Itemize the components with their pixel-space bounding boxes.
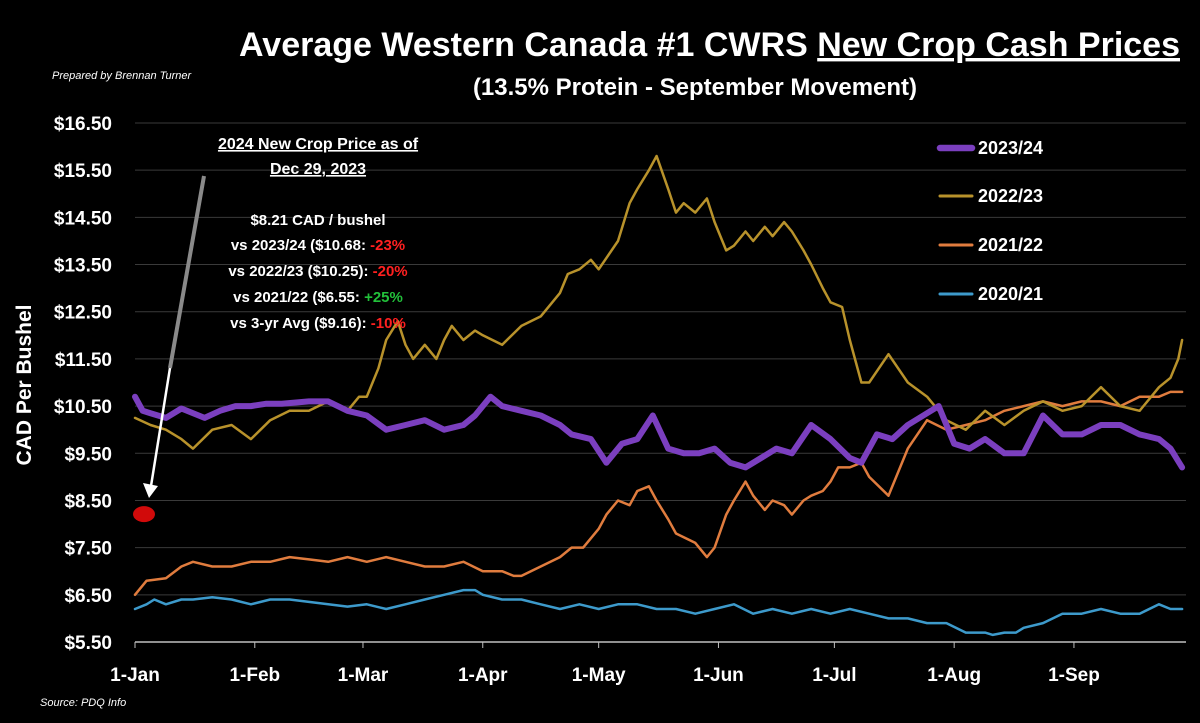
y-tick-label: $10.50	[54, 397, 112, 418]
series-line-2020-21	[133, 588, 1184, 637]
y-tick-label: $7.50	[64, 539, 112, 560]
x-tick-label: 1-Feb	[229, 665, 280, 686]
x-tick-label: 1-Jul	[812, 665, 856, 686]
annotation-comparison-line: vs 2022/23 ($10.25): -20%	[228, 263, 407, 280]
chart-title: Average Western Canada #1 CWRS New Crop …	[239, 26, 1180, 64]
annotation-comparison-line: vs 3-yr Avg ($9.16): -10%	[230, 315, 406, 332]
x-tick-label: 1-May	[572, 665, 626, 686]
legend-label: 2023/24	[978, 138, 1043, 158]
y-tick-label: $12.50	[54, 303, 112, 324]
series-lines	[132, 154, 1186, 637]
y-axis-ticks: $5.50 $6.50 $7.50 $8.50 $9.50 $10.50 $11.50 $12…	[54, 114, 112, 654]
annotation-arrow-shaft-lower	[149, 367, 172, 487]
series-line-2021-22	[133, 390, 1184, 597]
y-tick-label: $6.50	[64, 586, 112, 607]
annotation-comparison-line: vs 2021/22 ($6.55: +25%	[233, 289, 403, 306]
gridlines	[135, 122, 1186, 596]
annotation-comparison-line: vs 2023/24 ($10.68: -23%	[231, 237, 405, 254]
x-tick-label: 1-Jun	[693, 665, 744, 686]
annotation-arrow-shaft-upper	[168, 175, 206, 369]
annotation-price: $8.21 CAD / bushel	[250, 212, 385, 229]
x-tick-label: 1-Sep	[1048, 665, 1100, 686]
y-tick-label: $16.50	[54, 114, 112, 135]
series-line-2023-24	[132, 393, 1186, 471]
y-tick-label: $8.50	[64, 491, 112, 512]
prepared-by: Prepared by Brennan Turner	[52, 70, 193, 82]
y-tick-label: $13.50	[54, 256, 112, 277]
legend-label: 2021/22	[978, 235, 1043, 255]
x-tick-label: 1-Apr	[458, 665, 508, 686]
y-tick-label: $9.50	[64, 444, 112, 465]
chart-subtitle: (13.5% Protein - September Movement)	[473, 74, 917, 101]
x-tick-label: 1-Jan	[110, 665, 160, 686]
new-crop-price-marker	[133, 506, 155, 523]
annotation-heading-2: Dec 29, 2023	[270, 161, 366, 178]
legend: 2023/24 2022/23 2021/22 2020/21	[936, 138, 1043, 304]
x-axis-ticks: 1-Jan 1-Feb 1-Mar 1-Apr 1-May 1-Jun 1-Jul 1-Aug…	[110, 642, 1100, 686]
legend-label: 2022/23	[978, 186, 1043, 206]
y-tick-label: $5.50	[64, 633, 112, 654]
legend-label: 2020/21	[978, 284, 1043, 304]
x-tick-label: 1-Mar	[338, 665, 389, 686]
series-line-2022-23	[133, 154, 1184, 450]
source-note: Source: PDQ Info	[40, 697, 126, 709]
annotation-arrow-head	[143, 483, 158, 498]
annotation-comparisons: vs 2023/24 ($10.68: -23% vs 2022/23 ($10.…	[228, 237, 407, 332]
y-tick-label: $14.50	[54, 208, 112, 229]
y-axis-label: CAD Per Bushel	[13, 304, 36, 465]
x-tick-label: 1-Aug	[927, 665, 981, 686]
y-tick-label: $11.50	[55, 350, 112, 371]
annotation-heading-1: 2024 New Crop Price as of	[218, 136, 419, 153]
annotation-box: 2024 New Crop Price as of Dec 29, 2023 $…	[133, 136, 419, 523]
y-tick-label: $15.50	[54, 161, 112, 182]
